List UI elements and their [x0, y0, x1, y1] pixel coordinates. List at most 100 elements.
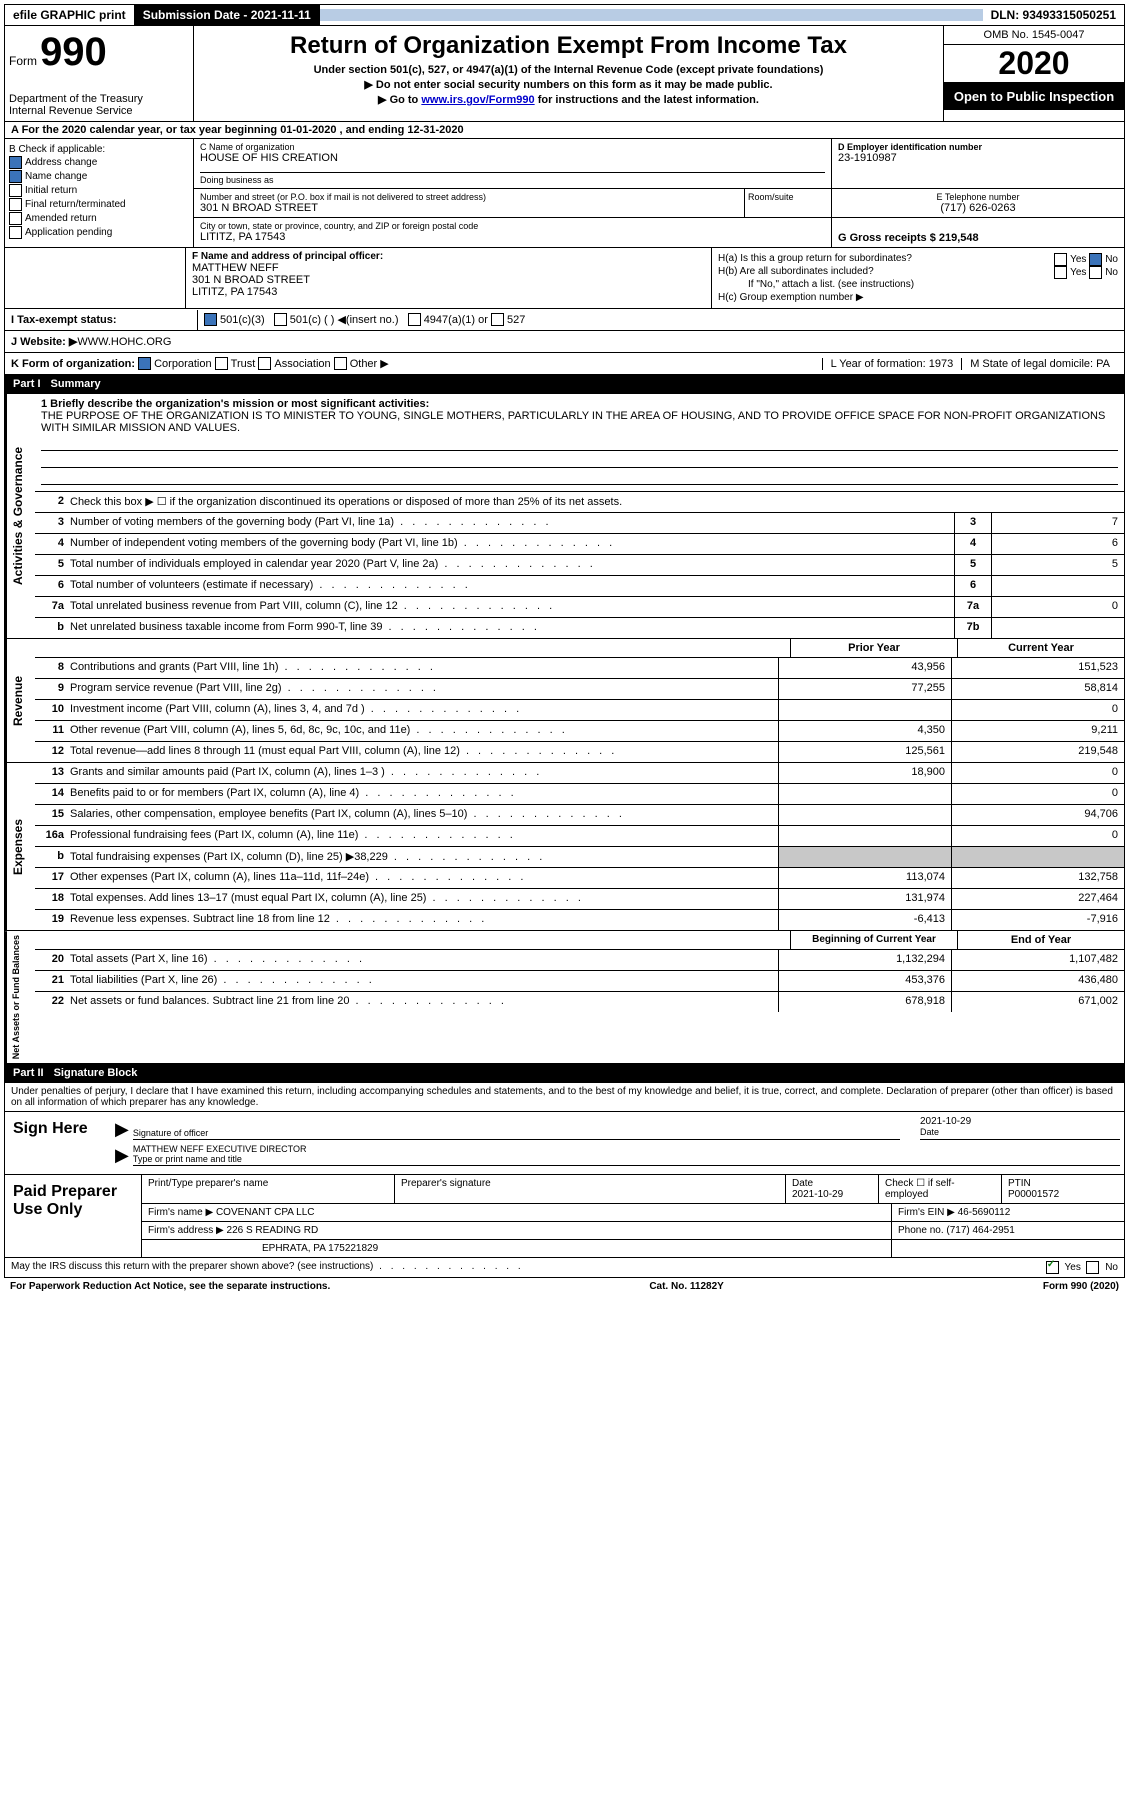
- col-headers-1: Prior Year Current Year: [35, 639, 1124, 658]
- dln: DLN: 93493315050251: [983, 5, 1124, 25]
- submission-date: Submission Date - 2021-11-11: [135, 5, 320, 25]
- discuss-yes-chk: [1046, 1261, 1059, 1274]
- firm-addr2: EPHRATA, PA 175221829: [142, 1240, 892, 1257]
- row-a: A For the 2020 calendar year, or tax yea…: [4, 122, 1125, 139]
- city-value: LITITZ, PA 17543: [200, 231, 825, 243]
- website-value: WWW.HOHC.ORG: [77, 336, 171, 348]
- form990-link[interactable]: www.irs.gov/Form990: [421, 94, 534, 106]
- rev-line-12: 12Total revenue—add lines 8 through 11 (…: [35, 742, 1124, 762]
- dba-label: Doing business as: [200, 172, 825, 185]
- c-name-label: C Name of organization: [200, 142, 825, 152]
- part1-title: Summary: [51, 378, 101, 390]
- chk-corp: [138, 357, 151, 370]
- g-label: G Gross receipts $: [838, 232, 939, 244]
- prep-date: Date2021-10-29: [786, 1175, 879, 1203]
- part2-title: Signature Block: [54, 1067, 138, 1079]
- gov-line-7a: 7aTotal unrelated business revenue from …: [35, 597, 1124, 618]
- sig-name-field: MATTHEW NEFF EXECUTIVE DIRECTORType or p…: [133, 1144, 1120, 1166]
- main-title: Return of Organization Exempt From Incom…: [200, 32, 937, 60]
- principal-officer: F Name and address of principal officer:…: [186, 248, 711, 308]
- col-current: Current Year: [957, 639, 1124, 657]
- ein-value: 23-1910987: [838, 152, 1118, 164]
- chk-name-change: Name change: [9, 170, 189, 183]
- subtitle-2: ▶ Do not enter social security numbers o…: [200, 78, 937, 91]
- preparer-section: Paid Preparer Use Only Print/Type prepar…: [4, 1175, 1125, 1258]
- exp-line-15: 15Salaries, other compensation, employee…: [35, 805, 1124, 826]
- gov-line-5: 5Total number of individuals employed in…: [35, 555, 1124, 576]
- k-label: K Form of organization:: [11, 358, 135, 370]
- sig-officer-field: Signature of officer: [133, 1118, 900, 1140]
- h-note: If "No," attach a list. (see instruction…: [718, 279, 1118, 290]
- year-formation: L Year of formation: 1973: [822, 358, 962, 370]
- netassets-body: Net Assets or Fund Balances Beginning of…: [4, 931, 1125, 1064]
- addr-value: 301 N BROAD STREET: [200, 202, 738, 214]
- chk-other: [334, 357, 347, 370]
- chk-527: [491, 313, 504, 326]
- col-begin: Beginning of Current Year: [790, 931, 957, 949]
- officer-addr2: LITITZ, PA 17543: [192, 286, 705, 298]
- tax-year: 2020: [944, 45, 1124, 83]
- chk-trust: [215, 357, 228, 370]
- city-label: City or town, state or province, country…: [200, 221, 825, 231]
- chk-address-change: Address change: [9, 156, 189, 169]
- col-cd: C Name of organization HOUSE OF HIS CREA…: [194, 139, 1124, 247]
- chk-initial-return: Initial return: [9, 184, 189, 197]
- revenue-body: Revenue Prior Year Current Year 8Contrib…: [4, 639, 1125, 763]
- omb-number: OMB No. 1545-0047: [944, 26, 1124, 45]
- part2-header: Part II Signature Block: [4, 1064, 1125, 1083]
- part1-tab: Part I: [13, 378, 51, 390]
- chk-501c: [274, 313, 287, 326]
- subdate-value: 2021-11-11: [251, 8, 311, 22]
- exp-line-17: 17Other expenses (Part IX, column (A), l…: [35, 868, 1124, 889]
- header-center: Return of Organization Exempt From Incom…: [194, 26, 943, 121]
- chk-assoc: [258, 357, 271, 370]
- sign-here: Sign Here: [5, 1112, 111, 1174]
- rev-line-9: 9Program service revenue (Part VIII, lin…: [35, 679, 1124, 700]
- sub3-post: for instructions and the latest informat…: [535, 94, 759, 106]
- section-bcdeg: B Check if applicable: Address change Na…: [4, 139, 1125, 248]
- na-line-20: 20Total assets (Part X, line 16)1,132,29…: [35, 950, 1124, 971]
- exp-line-14: 14Benefits paid to or for members (Part …: [35, 784, 1124, 805]
- tax-exempt-status: I Tax-exempt status: 501(c)(3) 501(c) ( …: [4, 309, 1125, 331]
- col-end: End of Year: [957, 931, 1124, 949]
- col-prior: Prior Year: [790, 639, 957, 657]
- sig-arrow-icon: ▶: [115, 1119, 129, 1140]
- room-suite: Room/suite: [745, 189, 832, 217]
- h-b: H(b) Are all subordinates included? Yes …: [718, 266, 1118, 277]
- prep-sig-h: Preparer's signature: [395, 1175, 786, 1203]
- col-b-checkboxes: B Check if applicable: Address change Na…: [5, 139, 194, 247]
- row-a-text: A For the 2020 calendar year, or tax yea…: [11, 124, 464, 136]
- f-label: F Name and address of principal officer:: [192, 251, 705, 262]
- form-of-org: K Form of organization: Corporation Trus…: [4, 353, 1125, 375]
- ein-block: D Employer identification number 23-1910…: [831, 139, 1124, 188]
- phone-block: E Telephone number (717) 626-0263: [832, 189, 1124, 217]
- chk-amended: Amended return: [9, 212, 189, 225]
- line-2: 2 Check this box ▶ ☐ if the organization…: [35, 492, 1124, 513]
- chk-4947: [408, 313, 421, 326]
- phone-value: (717) 626-0263: [838, 202, 1118, 214]
- chk-final-return: Final return/terminated: [9, 198, 189, 211]
- header-right: OMB No. 1545-0047 2020 Open to Public In…: [943, 26, 1124, 121]
- sig-intro: Under penalties of perjury, I declare th…: [5, 1083, 1124, 1111]
- vtab-revenue: Revenue: [5, 639, 35, 762]
- prep-ptin: PTINP00001572: [1002, 1175, 1124, 1203]
- discuss-text: May the IRS discuss this return with the…: [11, 1261, 524, 1274]
- section-fh: F Name and address of principal officer:…: [4, 248, 1125, 309]
- top-bar: efile GRAPHIC print Submission Date - 20…: [4, 4, 1125, 26]
- chk-pending: Application pending: [9, 226, 189, 239]
- na-line-21: 21Total liabilities (Part X, line 26)453…: [35, 971, 1124, 992]
- expenses-body: Expenses 13Grants and similar amounts pa…: [4, 763, 1125, 931]
- subtitle-3: ▶ Go to www.irs.gov/Form990 for instruct…: [200, 93, 937, 106]
- gov-line-3: 3Number of voting members of the governi…: [35, 513, 1124, 534]
- gross-receipts: G Gross receipts $ 219,548: [832, 218, 1124, 247]
- exp-line-b: bTotal fundraising expenses (Part IX, co…: [35, 847, 1124, 868]
- sig-date: 2021-10-29Date: [920, 1116, 1120, 1140]
- sig-arrow-icon-2: ▶: [115, 1145, 129, 1166]
- b-label: B Check if applicable:: [9, 144, 189, 155]
- prep-name-h: Print/Type preparer's name: [142, 1175, 395, 1203]
- h-c: H(c) Group exemption number ▶: [718, 292, 1118, 303]
- chk-501c3: [204, 313, 217, 326]
- vtab-governance: Activities & Governance: [5, 394, 35, 638]
- h-a: H(a) Is this a group return for subordin…: [718, 253, 1118, 264]
- department: Department of the Treasury Internal Reve…: [9, 93, 189, 117]
